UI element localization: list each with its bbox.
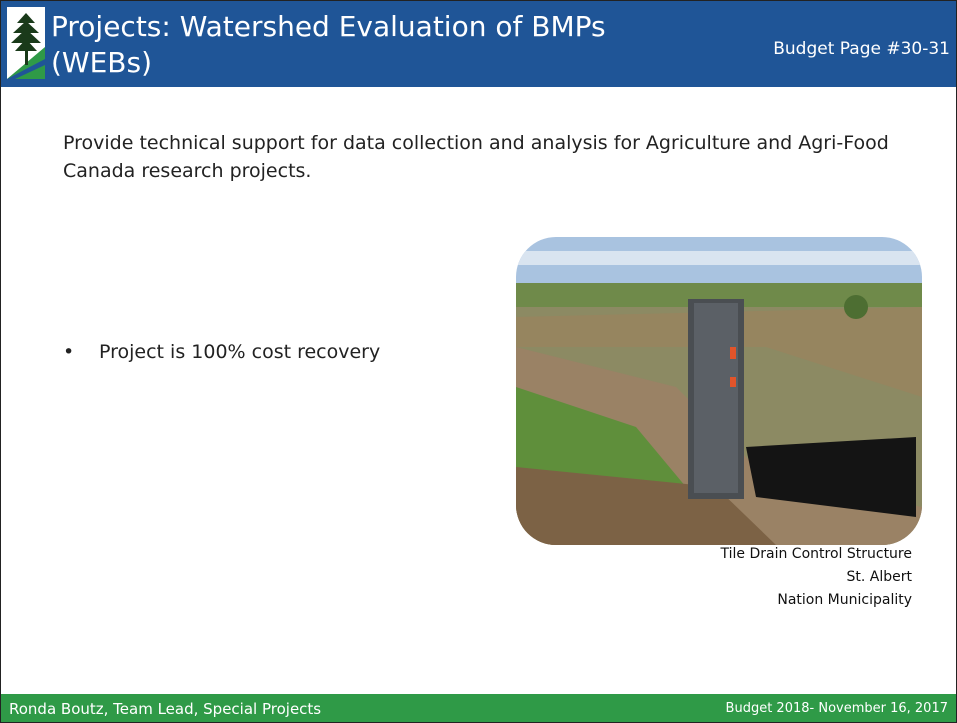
bullet-item: Project is 100% cost recovery xyxy=(63,341,380,363)
bullet-list: Project is 100% cost recovery xyxy=(63,341,380,363)
caption-line: Nation Municipality xyxy=(721,589,912,612)
paragraph: Provide technical support for data colle… xyxy=(63,129,903,185)
slide: Projects: Watershed Evaluation of BMPs (… xyxy=(0,0,957,723)
footer-presenter: Ronda Boutz, Team Lead, Special Projects xyxy=(9,700,321,718)
title: Projects: Watershed Evaluation of BMPs (… xyxy=(51,9,671,81)
budget-page: Budget Page #30-31 xyxy=(773,39,950,59)
caption-line: Tile Drain Control Structure xyxy=(721,543,912,566)
caption-line: St. Albert xyxy=(721,566,912,589)
photo xyxy=(516,237,922,545)
footer-bar: Ronda Boutz, Team Lead, Special Projects… xyxy=(1,694,956,722)
footer-date: Budget 2018- November 16, 2017 xyxy=(726,701,948,716)
logo xyxy=(7,7,45,79)
header-bar: Projects: Watershed Evaluation of BMPs (… xyxy=(1,1,956,87)
